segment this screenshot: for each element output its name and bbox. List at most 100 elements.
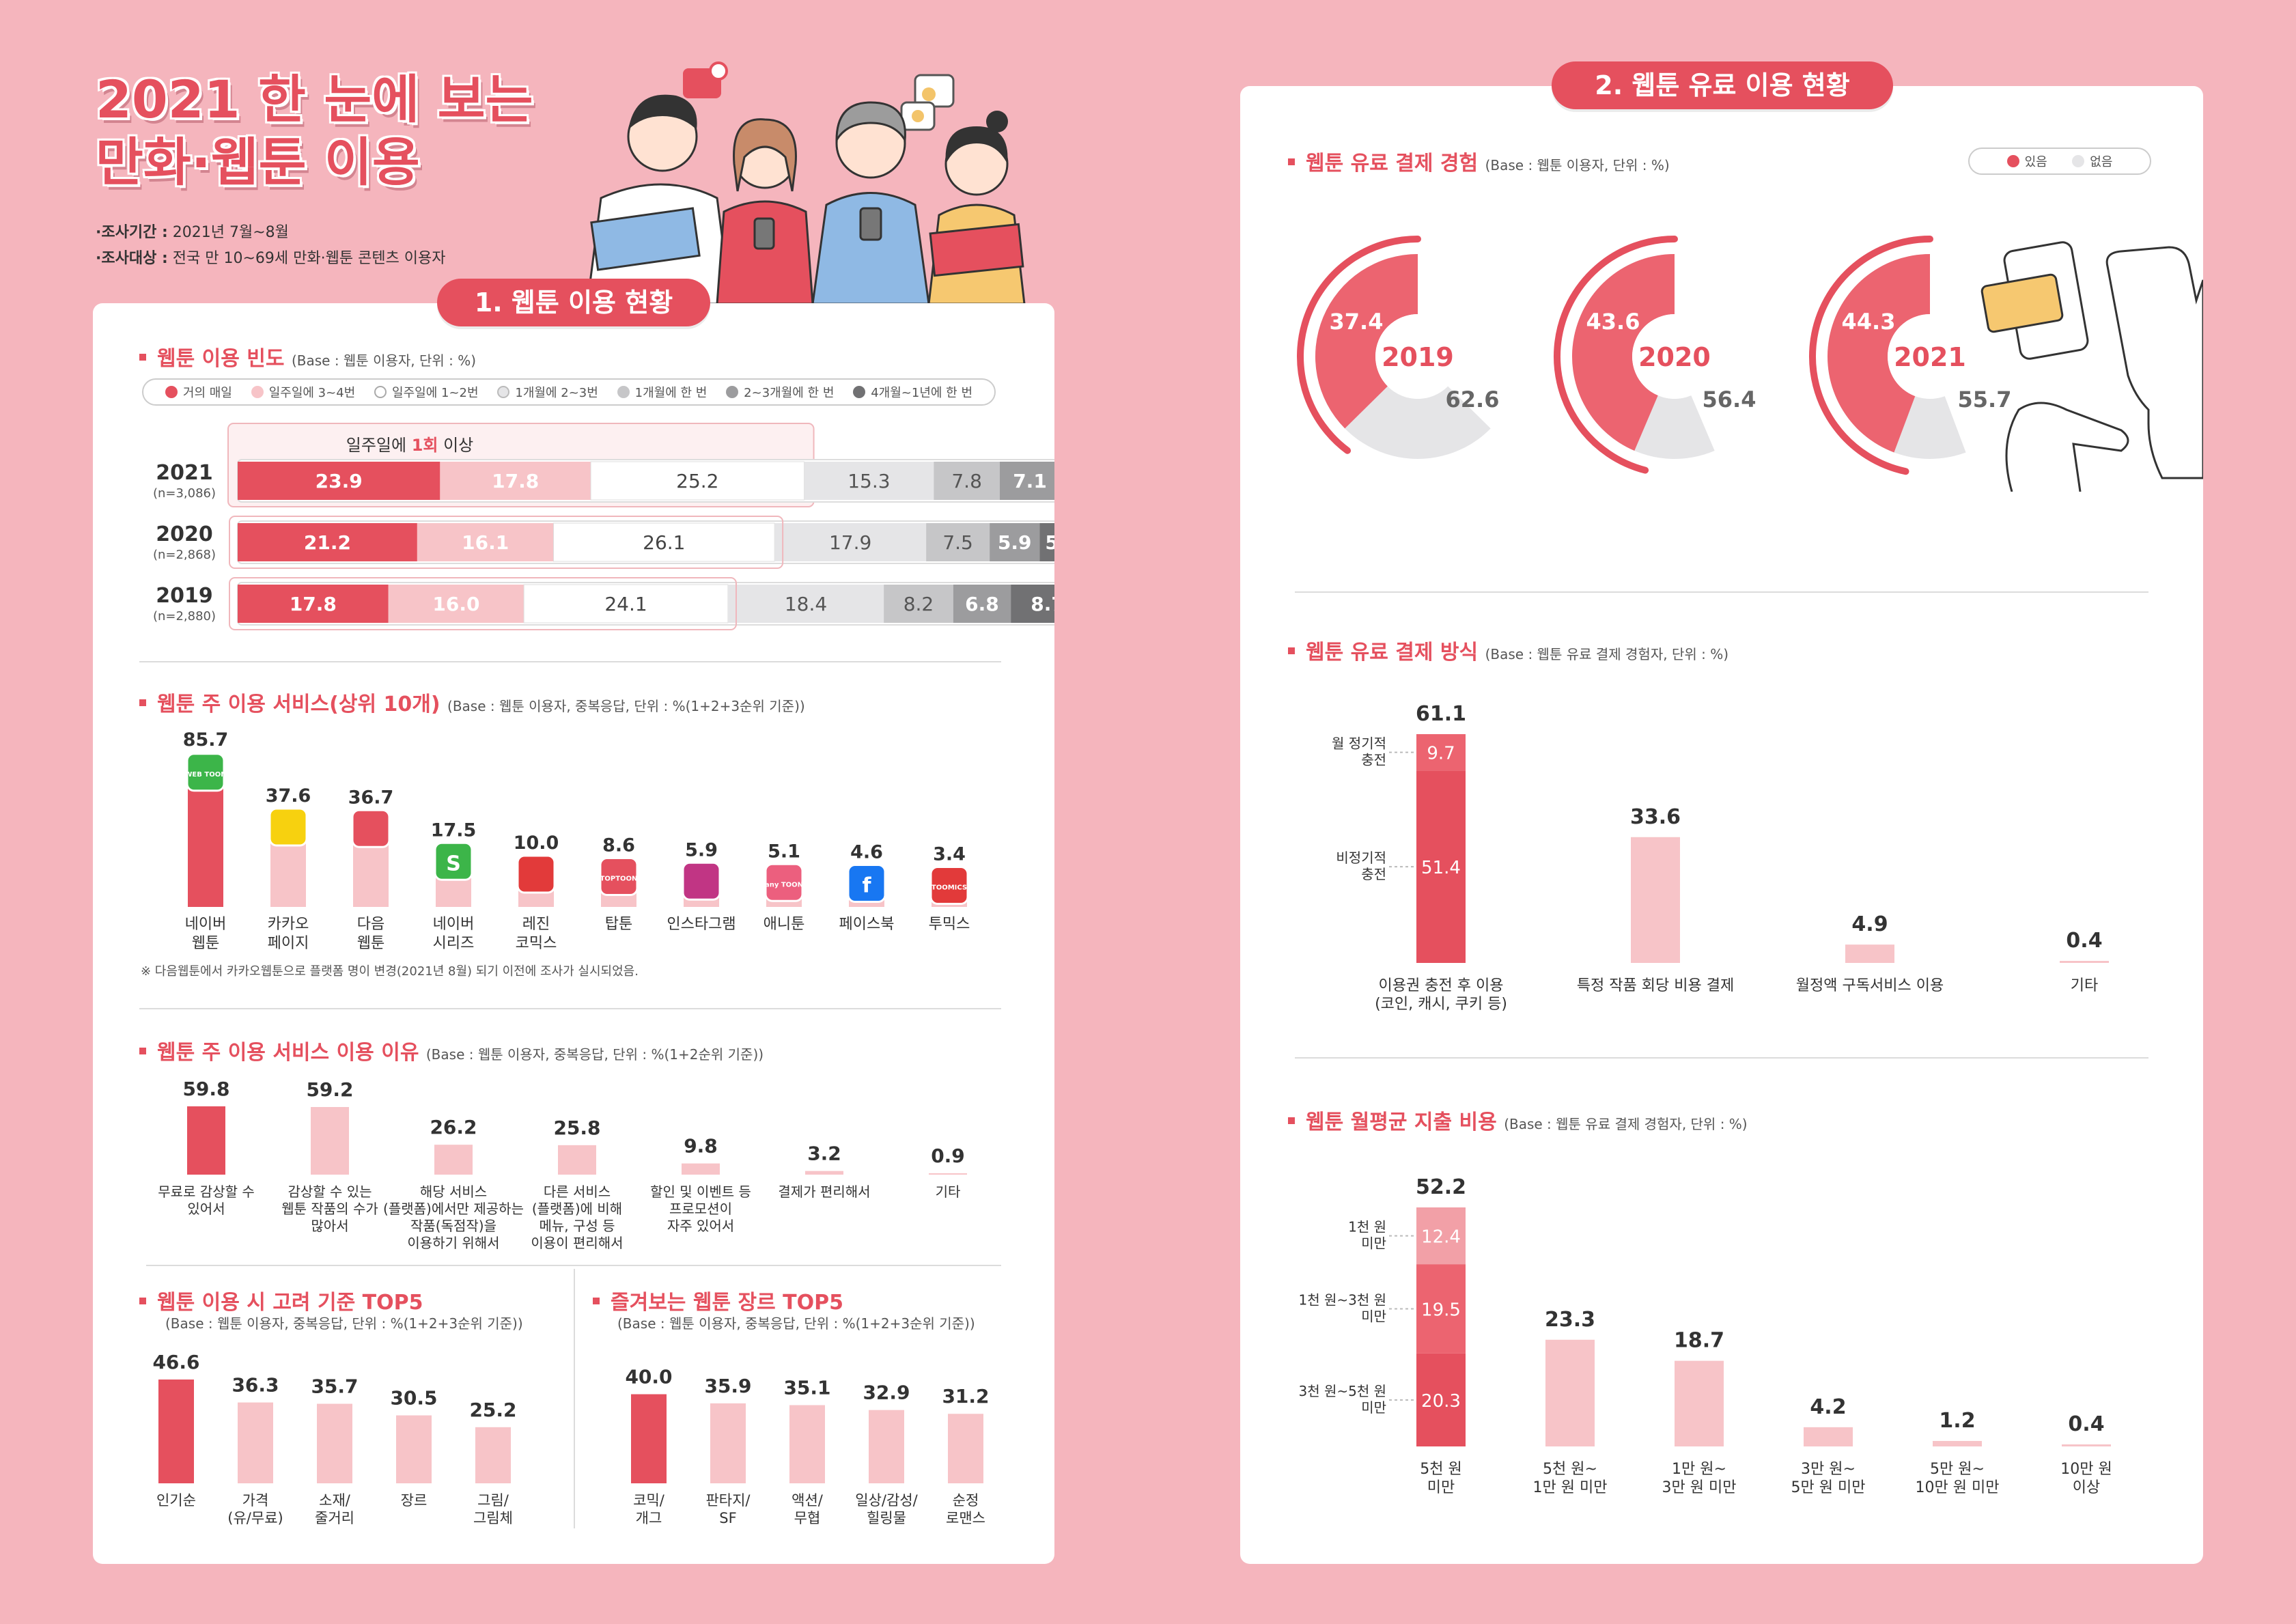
services-base: (Base : 웹툰 이용자, 중복응답, 단위 : %(1+2+3순위 기준)…: [447, 698, 805, 714]
page-title: 2021 한 눈에 보는 만화·웹툰 이용: [95, 68, 615, 194]
bar-category-label: 판타지/SF: [705, 1492, 751, 1526]
survey-period-value: 2021년 7월~8월: [172, 224, 289, 241]
legend-label: 있음: [2024, 155, 2047, 169]
spend-base: (Base : 웹툰 유료 결제 경험자, 단위 : %): [1504, 1116, 1748, 1132]
stack-segment-value: 12.4: [1421, 1227, 1461, 1248]
service-category-label: 카카오 페이지: [268, 916, 309, 949]
legend-swatch: [2006, 155, 2019, 167]
stack-segment-value: 9.7: [1427, 744, 1455, 764]
bar-category-label: 10만 원 이상: [2060, 1461, 2112, 1496]
criteria-base: (Base : 웹툰 이용자, 중복응답, 단위 : %(1+2+3순위 기준)…: [165, 1315, 523, 1332]
divider: [139, 1008, 1001, 1009]
kakaopage-icon: [268, 807, 308, 847]
freq-bar-segment: [553, 522, 775, 562]
bar-category-label: 5천 원 미만: [1420, 1461, 1461, 1496]
legend-label: 1개월에 한 번: [634, 386, 708, 400]
bar: [311, 1107, 349, 1175]
bar-category-label: 다른 서비스 (플랫폼)에 비해 메뉴, 구성 등 이용이 편리해서: [531, 1184, 623, 1251]
bar-category-label: 순정 로맨스: [946, 1492, 985, 1526]
bar-category-label: 장르: [401, 1492, 428, 1509]
bullet-square: [139, 699, 146, 706]
donut-year-label: 2019: [1382, 342, 1454, 372]
bar-category-label: 소재/줄거리: [315, 1492, 354, 1526]
freq-highlight-bold: 1회: [411, 436, 438, 455]
paid-title: 웹툰 유료 결제 경험 (Base : 웹툰 이용자, 단위 : %): [1288, 146, 1670, 176]
freq-bar-segment: [804, 462, 934, 500]
hand-icon: [2105, 246, 2203, 479]
freq-bar-label: 26.1: [643, 531, 685, 554]
services-note: ※ 다음웹툰에서 카카오웹툰으로 플랫폼 명이 변경(2021년 8월) 되기 …: [141, 964, 639, 979]
lezhin-icon: [516, 854, 556, 894]
service-value-label: 4.6: [850, 842, 883, 863]
freq-bar-segment: [774, 523, 927, 561]
freq-bar-label: 25.2: [676, 470, 718, 492]
bar-value-label: 4.2: [1810, 1395, 1846, 1419]
stack-segment-value: 19.5: [1421, 1300, 1461, 1321]
legend-item: 4개월~1년에 한 번: [853, 383, 972, 401]
donut-year-label: 2021: [1894, 342, 1966, 372]
freq-bar-segment: [953, 585, 1011, 623]
genres-chart: 40.0 코믹/개그 35.9 판타지/SF 35.1 액션/무협 32.9 일상/감성/힐링…: [625, 1366, 989, 1526]
bullet-square: [1288, 1117, 1295, 1124]
service-value-label: 5.1: [768, 841, 800, 862]
legend-swatch: [374, 386, 387, 398]
bar-value-label: 23.3: [1545, 1308, 1595, 1332]
service-category-label: 레진 코믹스: [516, 916, 557, 949]
service-icon-text: TOPTOON: [600, 876, 638, 883]
freq-bar-label: 16.0: [432, 593, 479, 615]
paid-title-text: 웹툰 유료 결제 경험: [1306, 152, 1479, 176]
bar-category-label: 월정액 구독서비스 이용: [1796, 977, 1944, 994]
card-icon: [1980, 273, 2064, 333]
genres-base: (Base : 웹툰 이용자, 중복응답, 단위 : %(1+2+3순위 기준)…: [617, 1315, 975, 1332]
freq-bar-label: 5.3: [1045, 531, 1054, 554]
spend-chart: 20.3 3천 원~5천 원 미만 19.5 1천 원~3천 원 미만 12.4 1천 원 미만…: [1298, 1175, 2112, 1496]
legend-item: 1개월에 2~3번: [497, 383, 598, 401]
bar-value-label: 18.7: [1674, 1329, 1724, 1353]
freq-n-label: (n=2,868): [153, 548, 216, 562]
naver-webtoon-icon: [186, 753, 225, 792]
divider: [146, 1265, 1001, 1266]
bar-value-label: 35.9: [704, 1375, 751, 1397]
stack-segment-label: 3천 원~5천 원 미만: [1298, 1383, 1386, 1416]
freq-bar-label: 23.9: [316, 470, 363, 492]
freq-bar-label: 7.5: [942, 531, 973, 554]
freq-bar-label: 17.9: [829, 531, 871, 554]
bar-category-label: 3만 원~ 5만 원 미만: [1791, 1461, 1866, 1496]
bar-category-label: 1만 원~ 3만 원 미만: [1662, 1461, 1737, 1496]
stack-segment: [1416, 1207, 1466, 1265]
bar: [475, 1427, 511, 1483]
freq-bar-label: 7.1: [1013, 470, 1047, 492]
legend-item: 있음: [2006, 152, 2047, 170]
bullet-square: [593, 1297, 600, 1304]
bar: [869, 1410, 904, 1483]
stack-segment: [1416, 770, 1466, 963]
donut-accent-arc: [1297, 236, 1421, 454]
freq-bar-label: 17.8: [290, 593, 337, 615]
donut-yes-value: 43.6: [1586, 309, 1640, 335]
paid-chart: 2019 37.4 62.6 2020 43.6 56.4 2021 44.3 55.7: [1297, 236, 2203, 492]
genres-title: 즐겨보는 웹툰 장르 TOP5: [593, 1285, 843, 1315]
criteria-title-text: 웹툰 이용 시 고려 기준 TOP5: [157, 1291, 423, 1315]
service-category-label: 투믹스: [929, 916, 970, 933]
service-value-label: 10.0: [514, 832, 559, 854]
bar: [317, 1403, 352, 1483]
donut-yes-value: 44.3: [1842, 309, 1896, 335]
method-title-text: 웹툰 유료 결제 방식: [1306, 641, 1479, 664]
section2-title: 2. 웹툰 유료 이용 현황: [1552, 61, 1893, 109]
bar: [1631, 837, 1680, 963]
bar-value-label: 0.9: [931, 1145, 965, 1167]
bar-value-label: 35.1: [783, 1377, 830, 1399]
bar: [631, 1394, 667, 1483]
bar: [789, 1405, 825, 1483]
freq-bar-label: 16.1: [462, 531, 509, 554]
freq-bar-segment: [238, 462, 440, 500]
freq-bar-label: 5.9: [998, 531, 1032, 554]
service-bar: [353, 844, 389, 907]
service-category-label: 페이스북: [839, 916, 895, 933]
bar-category-label: 기타: [936, 1184, 961, 1200]
service-value-label: 36.7: [348, 787, 394, 808]
bar-value-label: 33.6: [1630, 805, 1681, 829]
freq-bar-segment: [388, 585, 524, 623]
service-value-label: 85.7: [183, 729, 229, 751]
legend-item: 일주일에 3~4번: [251, 383, 355, 401]
